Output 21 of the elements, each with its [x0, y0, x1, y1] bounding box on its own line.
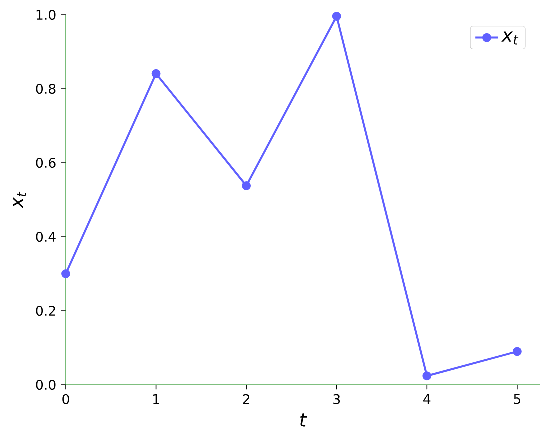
point	[512, 347, 522, 356]
y-tick-label: 1.0	[36, 10, 56, 20]
y-tick-label: 0.2	[36, 306, 56, 316]
point	[62, 270, 70, 278]
x-axis-title: t	[300, 414, 308, 427]
x-tick-label: 1	[154, 394, 160, 404]
x-tick-label: 0	[62, 394, 70, 404]
point	[422, 372, 432, 381]
y-tick-label: 0.6	[36, 158, 56, 168]
point	[332, 12, 342, 21]
x-tick-label: 3	[334, 394, 340, 404]
x-tick-label: 2	[243, 394, 250, 404]
y-tick-label: 0.0	[36, 380, 56, 390]
x-tick-label: 4	[424, 394, 431, 404]
y-tick-label: 0.8	[36, 84, 56, 94]
point	[242, 181, 252, 190]
x-tick-label: 5	[514, 394, 521, 404]
legend-label: x$_{t}$	[502, 32, 519, 45]
y-tick-label: 0.4	[36, 232, 56, 242]
point	[152, 69, 161, 78]
y-axis-title: x$_{t}$	[13, 192, 26, 209]
